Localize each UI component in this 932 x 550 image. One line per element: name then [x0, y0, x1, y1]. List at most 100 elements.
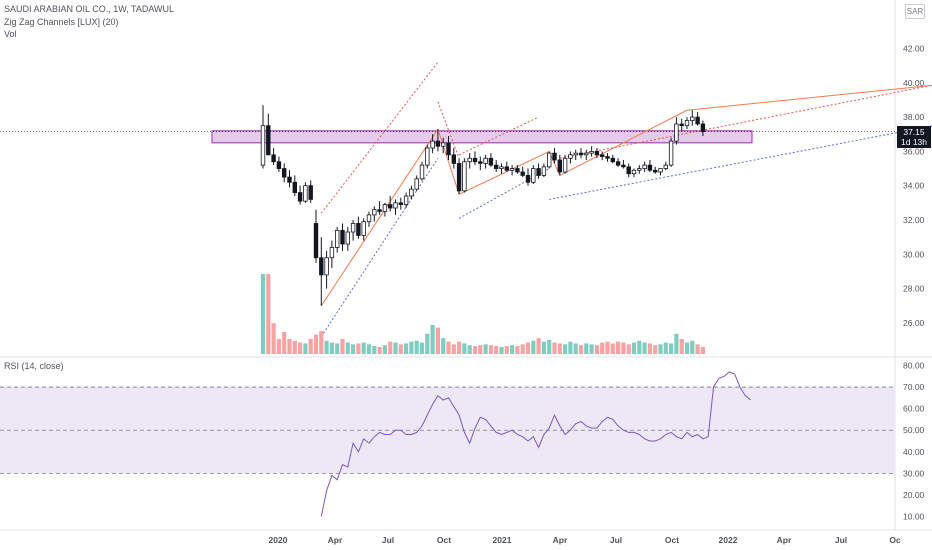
candle-body — [531, 168, 536, 183]
candle-body — [303, 185, 308, 202]
candle-body — [414, 178, 419, 190]
volume-bar — [568, 341, 573, 354]
candle-body — [266, 125, 271, 156]
volume-bar — [515, 346, 520, 354]
volume-bar — [425, 333, 430, 354]
currency-badge: SAR — [905, 4, 925, 19]
candle-body — [626, 166, 631, 175]
price-tick-label: 30.00 — [903, 249, 925, 259]
candle-body — [324, 257, 329, 276]
candle-body — [276, 161, 282, 169]
volume-bar — [695, 344, 700, 354]
candle-body — [271, 154, 276, 163]
volume-bar — [472, 346, 478, 354]
candle-body — [387, 204, 393, 209]
candle-body — [695, 116, 700, 125]
candle-body — [382, 204, 388, 212]
volume-bar — [356, 343, 361, 354]
candle-body — [393, 202, 398, 209]
candle-body — [615, 161, 621, 166]
candle-body — [509, 168, 515, 171]
symbol-title[interactable]: SAUDI ARABIAN OIL CO., 1W, TADAWUL — [4, 4, 175, 14]
rsi-title[interactable]: RSI (14, close) — [4, 361, 64, 371]
volume-bar — [398, 344, 403, 354]
bar-countdown: 1d 13h — [901, 137, 927, 147]
volume-bar — [276, 339, 281, 354]
volume-bar — [669, 343, 674, 354]
volume-bar — [637, 340, 642, 354]
volume-bar — [488, 345, 493, 354]
candle-body — [541, 166, 547, 176]
volume-bar — [462, 343, 467, 354]
price-tick-label: 40.00 — [903, 78, 925, 88]
candle-body — [637, 168, 642, 171]
candle-body — [361, 221, 366, 236]
candle-body — [488, 157, 494, 166]
candle-body — [589, 151, 594, 154]
rsi-tick-label: 50.00 — [903, 425, 925, 435]
time-tick-label: Jul — [382, 535, 394, 545]
candle-body — [372, 209, 377, 216]
volume-bar — [674, 333, 679, 354]
candle-body — [605, 156, 610, 159]
price-tick-label: 38.00 — [903, 112, 925, 122]
rsi-tick-label: 60.00 — [903, 404, 925, 414]
volume-bar — [536, 338, 541, 354]
rsi-tick-label: 80.00 — [903, 361, 925, 371]
candle-body — [573, 152, 578, 156]
volume-bar — [700, 346, 705, 354]
volume-bar — [557, 343, 562, 354]
zigzag-trend-line — [686, 84, 932, 111]
volume-bar — [684, 342, 690, 354]
volume-bar — [260, 273, 266, 354]
volume-bar — [282, 332, 287, 354]
candle-body — [281, 168, 287, 178]
price-tick-label: 36.00 — [903, 146, 925, 156]
last-price: 37.15 — [903, 127, 925, 137]
upper-channel-line — [559, 84, 932, 159]
candle-body — [483, 157, 488, 164]
candle-body — [536, 168, 541, 176]
time-tick-label: Apr — [553, 535, 568, 545]
volume-bar — [361, 342, 366, 354]
candle-body — [547, 152, 552, 168]
volume-bar — [679, 339, 684, 354]
candle-body — [557, 159, 562, 173]
volume-bar — [441, 338, 446, 354]
candle-body — [568, 154, 573, 159]
candle-body — [287, 176, 292, 183]
candle-body — [345, 231, 350, 245]
time-tick-label: Jul — [610, 535, 622, 545]
candle-body — [430, 140, 435, 149]
volume-bar — [457, 341, 462, 354]
candle-body — [642, 164, 647, 169]
candle-body — [334, 229, 340, 248]
volume-bar — [563, 344, 568, 354]
volume-bar — [345, 342, 350, 354]
volume-bar — [494, 346, 499, 354]
volume-bar — [430, 324, 435, 354]
candle-body — [493, 164, 499, 169]
volume-bar — [393, 342, 398, 354]
volume-bar — [303, 343, 308, 354]
candle-body — [674, 123, 679, 142]
rsi-tick-label: 70.00 — [903, 382, 925, 392]
zigzag-segment — [458, 150, 550, 195]
volume-bar — [616, 341, 621, 354]
volume-bar — [266, 273, 271, 354]
volume-title[interactable]: Vol — [4, 29, 17, 39]
candle-body — [313, 223, 319, 259]
indicator-title[interactable]: Zig Zag Channels [LUX] (20) — [4, 17, 119, 27]
volume-bar — [271, 323, 276, 354]
volume-bar — [504, 346, 509, 354]
candle-body — [403, 195, 409, 205]
volume-bar — [435, 327, 440, 354]
candle-body — [700, 123, 706, 133]
volume-bar — [589, 344, 594, 354]
volume-bar — [366, 344, 372, 354]
volume-bar — [605, 341, 610, 354]
volume-bar — [467, 345, 472, 354]
price-tick-label: 42.00 — [903, 44, 925, 54]
